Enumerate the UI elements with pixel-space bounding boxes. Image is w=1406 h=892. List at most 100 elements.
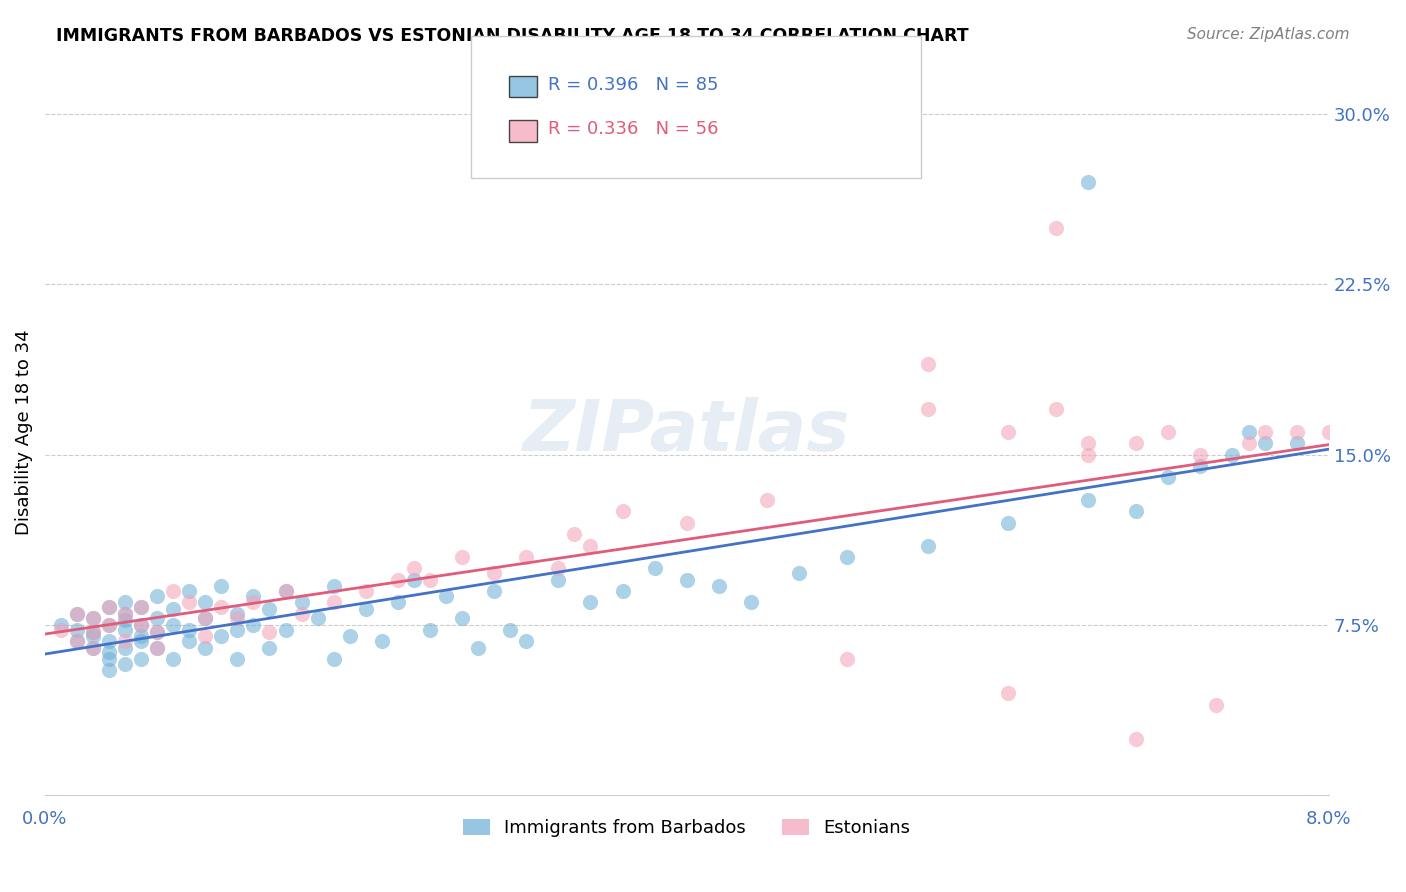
- Point: [675, 516, 697, 530]
- Point: [226, 611, 249, 625]
- Point: [274, 584, 297, 599]
- Point: [917, 539, 939, 553]
- Point: [837, 549, 859, 564]
- Point: [787, 566, 810, 580]
- Point: [322, 579, 344, 593]
- Point: [579, 539, 602, 553]
- Point: [98, 618, 121, 632]
- Point: [354, 584, 377, 599]
- Point: [1237, 436, 1260, 450]
- Point: [1285, 436, 1308, 450]
- Point: [1157, 425, 1180, 439]
- Text: IMMIGRANTS FROM BARBADOS VS ESTONIAN DISABILITY AGE 18 TO 34 CORRELATION CHART: IMMIGRANTS FROM BARBADOS VS ESTONIAN DIS…: [56, 27, 969, 45]
- Point: [66, 607, 89, 621]
- Point: [98, 645, 121, 659]
- Point: [114, 640, 136, 655]
- Point: [162, 602, 184, 616]
- Point: [259, 640, 281, 655]
- Point: [419, 573, 441, 587]
- Point: [564, 527, 586, 541]
- Point: [82, 640, 104, 655]
- Point: [451, 549, 474, 564]
- Point: [179, 584, 201, 599]
- Point: [242, 618, 264, 632]
- Text: 8.0%: 8.0%: [1306, 810, 1351, 828]
- Point: [49, 623, 72, 637]
- Text: 0.0%: 0.0%: [22, 810, 67, 828]
- Point: [482, 566, 505, 580]
- Point: [371, 634, 394, 648]
- Point: [322, 652, 344, 666]
- Text: Source: ZipAtlas.com: Source: ZipAtlas.com: [1187, 27, 1350, 42]
- Point: [82, 624, 104, 639]
- Point: [339, 629, 361, 643]
- Point: [114, 634, 136, 648]
- Point: [707, 579, 730, 593]
- Point: [66, 634, 89, 648]
- Point: [1189, 448, 1212, 462]
- Point: [98, 599, 121, 614]
- Point: [179, 634, 201, 648]
- Point: [226, 607, 249, 621]
- Point: [146, 640, 169, 655]
- Point: [129, 652, 152, 666]
- Point: [274, 623, 297, 637]
- Point: [66, 634, 89, 648]
- Point: [1157, 470, 1180, 484]
- Point: [129, 618, 152, 632]
- Point: [226, 623, 249, 637]
- Point: [387, 573, 409, 587]
- Point: [114, 614, 136, 628]
- Point: [451, 611, 474, 625]
- Point: [387, 595, 409, 609]
- Point: [1205, 698, 1227, 712]
- Point: [146, 624, 169, 639]
- Point: [209, 629, 232, 643]
- Point: [917, 402, 939, 417]
- Point: [547, 573, 569, 587]
- Point: [114, 595, 136, 609]
- Point: [66, 607, 89, 621]
- Point: [129, 629, 152, 643]
- Point: [1317, 425, 1340, 439]
- Point: [515, 634, 537, 648]
- Point: [179, 623, 201, 637]
- Point: [322, 595, 344, 609]
- Point: [515, 549, 537, 564]
- Point: [146, 624, 169, 639]
- Point: [1077, 448, 1099, 462]
- Point: [917, 357, 939, 371]
- Point: [579, 595, 602, 609]
- Point: [82, 640, 104, 655]
- Point: [402, 573, 425, 587]
- Point: [259, 624, 281, 639]
- Point: [98, 599, 121, 614]
- Point: [1125, 731, 1147, 746]
- Point: [1189, 458, 1212, 473]
- Point: [402, 561, 425, 575]
- Legend: Immigrants from Barbados, Estonians: Immigrants from Barbados, Estonians: [456, 812, 918, 845]
- Point: [1253, 436, 1275, 450]
- Point: [162, 618, 184, 632]
- Point: [242, 589, 264, 603]
- Point: [162, 584, 184, 599]
- Point: [129, 599, 152, 614]
- Point: [226, 652, 249, 666]
- Point: [194, 595, 217, 609]
- Point: [146, 589, 169, 603]
- Point: [675, 573, 697, 587]
- Point: [997, 425, 1019, 439]
- Point: [644, 561, 666, 575]
- Text: ZIPatlas: ZIPatlas: [523, 398, 851, 467]
- Point: [482, 584, 505, 599]
- Point: [997, 686, 1019, 700]
- Point: [740, 595, 762, 609]
- Point: [499, 623, 522, 637]
- Point: [98, 634, 121, 648]
- Point: [98, 652, 121, 666]
- Point: [307, 611, 329, 625]
- Point: [194, 640, 217, 655]
- Point: [1045, 402, 1067, 417]
- Point: [1077, 493, 1099, 508]
- Point: [209, 599, 232, 614]
